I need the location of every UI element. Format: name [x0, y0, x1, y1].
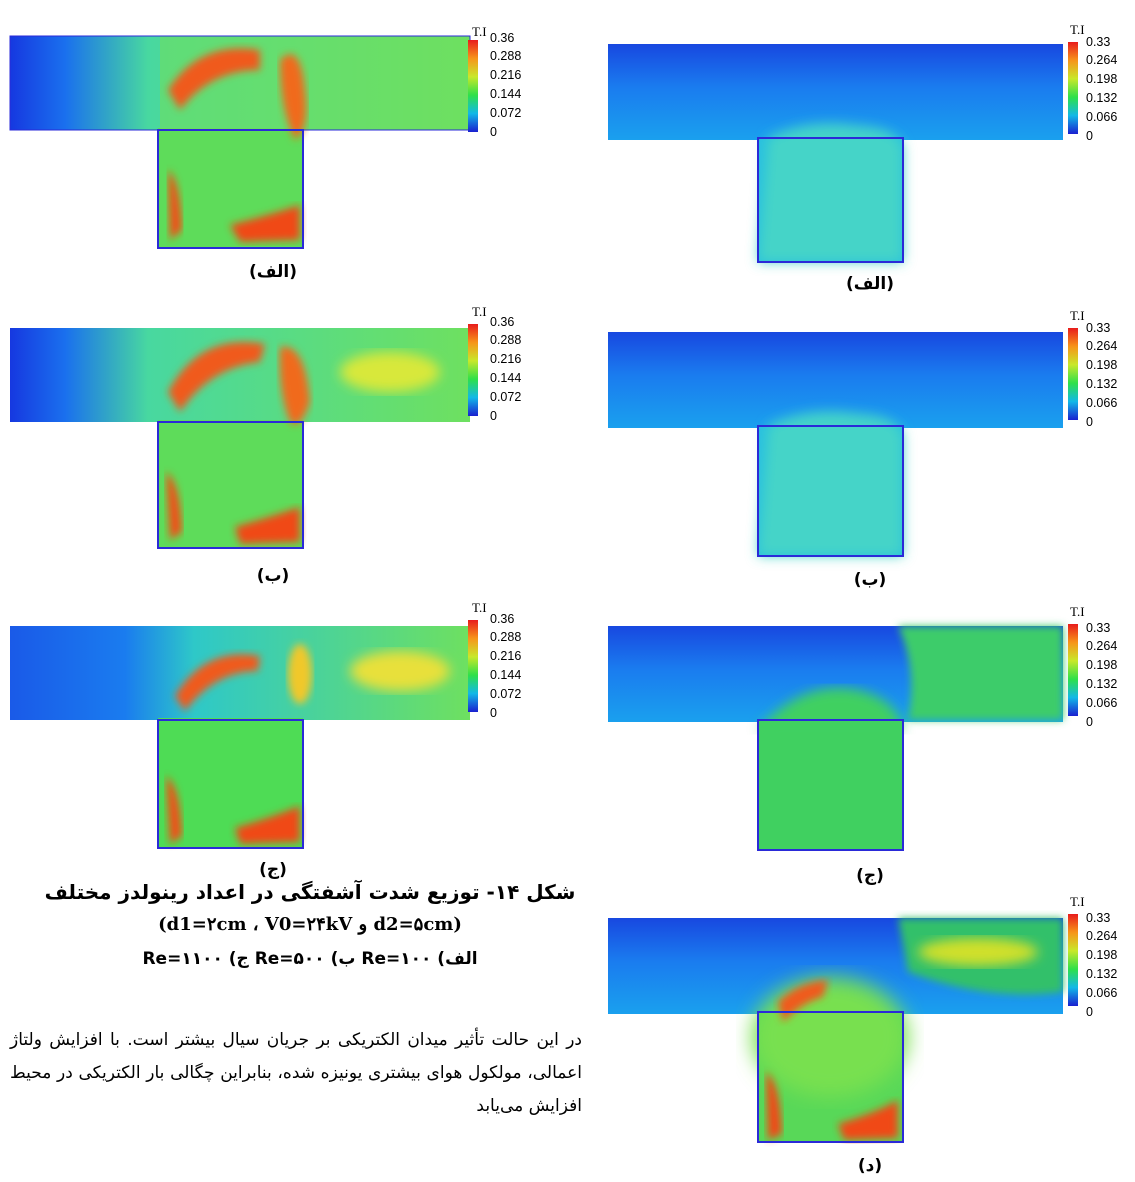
- colorbar-tick: 0.33: [1086, 621, 1110, 635]
- colorbar-tick: 0.36: [490, 315, 514, 329]
- colorbar-tick: 0.132: [1086, 967, 1117, 981]
- contour-plot-right-c: T.I 0.33 0.264 0.198 0.132 0.066 0: [608, 604, 1128, 860]
- figure-caption: شکل ۱۴- توزیع شدت آشفتگی در اعداد رینولد…: [40, 880, 580, 969]
- colorbar-tick: 0: [1086, 415, 1093, 429]
- colorbar-gradient: [1068, 42, 1078, 134]
- colorbar-tick: 0: [490, 409, 497, 423]
- colorbar-gradient: [1068, 914, 1078, 1006]
- colorbar-gradient: [468, 40, 478, 132]
- colorbar-title: T.I: [472, 24, 487, 39]
- colorbar-tick: 0: [1086, 129, 1093, 143]
- colorbar-tick: 0.132: [1086, 677, 1117, 691]
- colorbar-tick: 0.072: [490, 390, 521, 404]
- colorbar-tick: 0.198: [1086, 658, 1117, 672]
- colorbar-tick: 0.144: [490, 87, 521, 101]
- colorbar-tick: 0.33: [1086, 35, 1110, 49]
- colorbar: T.I 0.33 0.264 0.198 0.132 0.066 0: [1068, 22, 1117, 143]
- contour-plot-right-a: T.I 0.33 0.264 0.198 0.132 0.066 0: [608, 22, 1128, 268]
- colorbar-title: T.I: [472, 600, 487, 615]
- colorbar-tick: 0.36: [490, 31, 514, 45]
- colorbar-tick: 0: [490, 706, 497, 720]
- colorbar: T.I 0.36 0.288 0.216 0.144 0.072 0: [468, 24, 521, 139]
- colorbar-title: T.I: [1070, 22, 1085, 37]
- t-channel-shape: [608, 626, 1063, 851]
- colorbar: T.I 0.33 0.264 0.198 0.132 0.066 0: [1068, 308, 1117, 429]
- contour-plot-right-d: T.I 0.33 0.264 0.198 0.132 0.066 0: [608, 894, 1128, 1152]
- colorbar-tick: 0.132: [1086, 91, 1117, 105]
- colorbar-tick: 0.264: [1086, 639, 1117, 653]
- t-channel-shape: [608, 332, 1063, 557]
- colorbar-tick: 0.066: [1086, 696, 1117, 710]
- panel-label: (ب): [256, 566, 290, 586]
- colorbar-gradient: [1068, 328, 1078, 420]
- panel-label: (ب): [853, 570, 887, 590]
- t-channel-shape: [608, 918, 1063, 1143]
- colorbar-tick: 0.264: [1086, 339, 1117, 353]
- colorbar-tick: 0.198: [1086, 948, 1117, 962]
- colorbar-tick: 0.066: [1086, 396, 1117, 410]
- t-channel-shape: [9, 35, 471, 249]
- colorbar-tick: 0.288: [490, 333, 521, 347]
- colorbar-tick: 0.198: [1086, 72, 1117, 86]
- colorbar-tick: 0: [1086, 1005, 1093, 1019]
- t-channel-shape: [10, 328, 470, 549]
- contour-plot-left-a: T.I 0.36 0.288 0.216 0.144 0.072 0: [9, 24, 570, 260]
- colorbar: T.I 0.36 0.288 0.216 0.144 0.072 0: [468, 600, 521, 720]
- colorbar-gradient: [1068, 624, 1078, 716]
- colorbar-gradient: [468, 324, 478, 416]
- colorbar-tick: 0.33: [1086, 911, 1110, 925]
- colorbar-tick: 0.072: [490, 106, 521, 120]
- colorbar-tick: 0.216: [490, 649, 521, 663]
- panel-label: (د): [857, 1156, 883, 1176]
- colorbar-tick: 0.144: [490, 668, 521, 682]
- colorbar-title: T.I: [1070, 604, 1085, 619]
- t-channel-shape: [608, 44, 1063, 263]
- colorbar: T.I 0.33 0.264 0.198 0.132 0.066 0: [1068, 604, 1117, 729]
- colorbar-tick: 0.066: [1086, 110, 1117, 124]
- colorbar-tick: 0.33: [1086, 321, 1110, 335]
- colorbar-tick: 0.264: [1086, 929, 1117, 943]
- colorbar-tick: 0.216: [490, 352, 521, 366]
- colorbar: T.I 0.36 0.288 0.216 0.144 0.072 0: [468, 304, 521, 423]
- caption-legend: الف) Re=۱۰۰ ب) Re=۵۰۰ ج) Re=۱۱۰۰: [142, 949, 478, 969]
- caption-parameters: (d2=۵cm و d1=۲cm ، V0=۲۴kV): [158, 914, 462, 935]
- colorbar-tick: 0.144: [490, 371, 521, 385]
- panel-label: (ج): [259, 860, 287, 880]
- panel-label: (الف): [846, 274, 894, 294]
- caption-title: شکل ۱۴- توزیع شدت آشفتگی در اعداد رینولد…: [44, 880, 576, 904]
- colorbar-title: T.I: [1070, 308, 1085, 323]
- colorbar-tick: 0.066: [1086, 986, 1117, 1000]
- colorbar-tick: 0.264: [1086, 53, 1117, 67]
- colorbar-gradient: [468, 620, 478, 712]
- contour-plot-right-b: T.I 0.33 0.264 0.198 0.132 0.066 0: [608, 308, 1128, 566]
- colorbar-tick: 0: [490, 125, 497, 139]
- t-channel-shape: [10, 626, 470, 849]
- body-paragraph: در این حالت تأثیر میدان الکتریکی بر جریا…: [10, 1030, 582, 1116]
- colorbar-title: T.I: [472, 304, 487, 319]
- contour-plot-left-b: T.I 0.36 0.288 0.216 0.144 0.072 0: [10, 304, 570, 552]
- contour-plot-left-c: T.I 0.36 0.288 0.216 0.144 0.072 0: [10, 600, 570, 856]
- panel-label: (الف): [249, 262, 297, 282]
- colorbar-tick: 0: [1086, 715, 1093, 729]
- colorbar-tick: 0.36: [490, 612, 514, 626]
- panel-label: (ج): [856, 866, 884, 886]
- colorbar-tick: 0.288: [490, 49, 521, 63]
- colorbar-tick: 0.132: [1086, 377, 1117, 391]
- colorbar: T.I 0.33 0.264 0.198 0.132 0.066 0: [1068, 894, 1117, 1019]
- colorbar-tick: 0.072: [490, 687, 521, 701]
- colorbar-tick: 0.288: [490, 630, 521, 644]
- colorbar-tick: 0.198: [1086, 358, 1117, 372]
- colorbar-title: T.I: [1070, 894, 1085, 909]
- colorbar-tick: 0.216: [490, 68, 521, 82]
